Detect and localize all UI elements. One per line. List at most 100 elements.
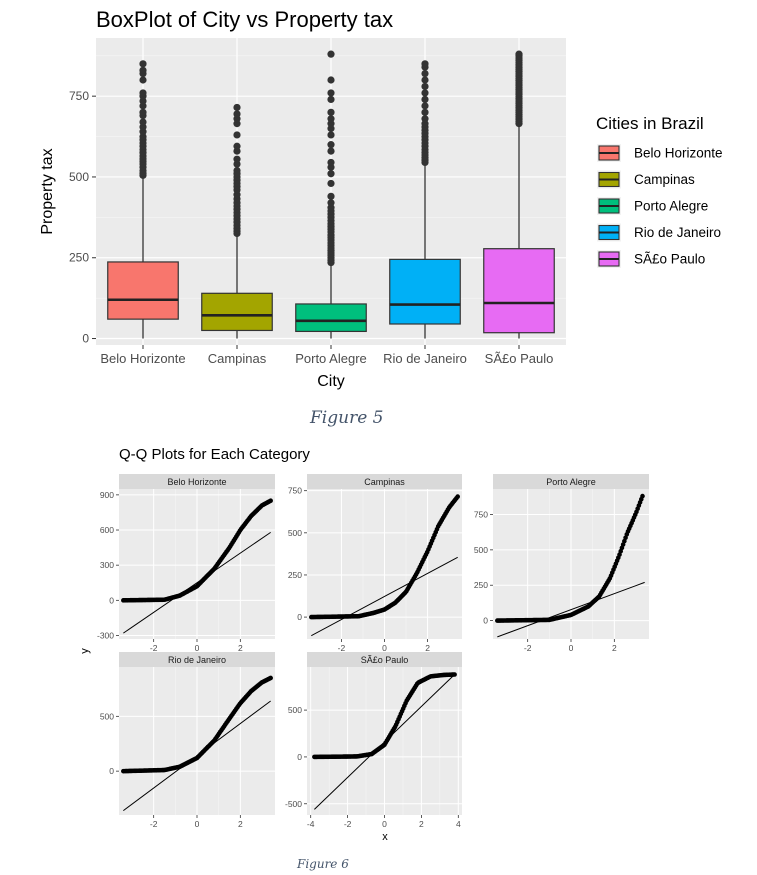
y-tick-label: 250 bbox=[288, 570, 302, 580]
outlier-point bbox=[421, 89, 429, 97]
boxplot-chart: 0 250 500 750 Belo Horizonte Campinas Porto Al… bbox=[39, 38, 723, 390]
qq-plots-chart: Belo Horizonte -2 0 2 -300 0 300 600 900 Campinas… bbox=[79, 474, 649, 843]
y-axis-label: y bbox=[79, 648, 91, 654]
y-tick-label: 0 bbox=[109, 766, 114, 776]
x-tick-label: SÃ£o Paulo bbox=[485, 351, 554, 366]
strip-label: SÃ£o Paulo bbox=[361, 655, 409, 665]
outlier-point bbox=[327, 192, 335, 200]
y-tick-label: -500 bbox=[285, 799, 302, 809]
outlier-point bbox=[327, 115, 335, 123]
figure6-caption: Figure 6 bbox=[297, 857, 349, 871]
x-tick-label: 0 bbox=[382, 643, 387, 653]
y-tick-label: 0 bbox=[297, 752, 302, 762]
box-campinas bbox=[201, 103, 273, 339]
qq-point bbox=[640, 493, 645, 499]
x-tick-label: 0 bbox=[195, 819, 200, 829]
legend-item-belo-horizonte: Belo Horizonte bbox=[597, 144, 723, 162]
y-tick-label: 0 bbox=[297, 612, 302, 622]
qq-panel-s-o-paulo: SÃ£o Paulo -4 -2 0 2 4 -500 0 500 bbox=[285, 652, 462, 829]
x-tick-label: 2 bbox=[238, 643, 243, 653]
x-axis-label: City bbox=[317, 373, 345, 390]
outlier-point bbox=[327, 141, 335, 149]
outlier-point bbox=[233, 166, 241, 175]
outlier-point bbox=[515, 50, 523, 58]
outlier-point bbox=[327, 76, 335, 84]
outlier-point bbox=[421, 102, 429, 110]
strip-label: Campinas bbox=[364, 477, 405, 487]
qq-point bbox=[268, 498, 273, 504]
outlier-point bbox=[139, 108, 147, 116]
y-tick-label: 0 bbox=[109, 595, 114, 605]
x-tick-label: 4 bbox=[456, 819, 461, 829]
figure6-title: Q-Q Plots for Each Category bbox=[119, 446, 310, 463]
x-tick-label: -4 bbox=[307, 819, 315, 829]
strip-bg bbox=[493, 474, 649, 489]
strip-bg bbox=[119, 474, 275, 489]
legend-label: Rio de Janeiro bbox=[634, 225, 721, 240]
outlier-point bbox=[233, 142, 241, 150]
box-body bbox=[389, 258, 461, 325]
qq-point bbox=[268, 675, 273, 681]
box-s-o-paulo bbox=[483, 50, 555, 339]
y-tick-label: 600 bbox=[100, 525, 114, 535]
outlier-point bbox=[233, 110, 241, 118]
y-tick-label: 250 bbox=[69, 251, 89, 265]
legend-label: Belo Horizonte bbox=[634, 146, 723, 161]
outlier-point bbox=[327, 108, 335, 116]
outlier-point bbox=[139, 60, 147, 68]
box-body bbox=[483, 248, 555, 334]
qq-panel-rio-de-janeiro: Rio de Janeiro -2 0 2 0 500 bbox=[100, 652, 275, 829]
legend-item-s-o-paulo: SÃ£o Paulo bbox=[597, 250, 705, 268]
outlier-point bbox=[327, 147, 335, 155]
strip-label: Belo Horizonte bbox=[167, 477, 226, 487]
outlier-point bbox=[421, 108, 429, 116]
outlier-point bbox=[233, 155, 241, 163]
outlier-point bbox=[327, 179, 335, 188]
x-axis-label: x bbox=[382, 831, 388, 843]
y-tick-label: 900 bbox=[100, 490, 114, 500]
x-tick-label: 2 bbox=[238, 819, 243, 829]
qq-point bbox=[455, 494, 460, 499]
outlier-point bbox=[421, 60, 429, 68]
legend-label: Porto Alegre bbox=[634, 199, 708, 214]
outlier-point bbox=[139, 118, 147, 126]
box-belo-horizonte bbox=[107, 60, 179, 339]
outlier-point bbox=[327, 131, 335, 139]
y-tick-label: 500 bbox=[288, 705, 302, 715]
outlier-point bbox=[327, 158, 335, 167]
y-tick-label: 750 bbox=[474, 509, 488, 519]
reference-line bbox=[314, 674, 455, 810]
outlier-point bbox=[421, 82, 429, 91]
x-tick-label: -2 bbox=[338, 643, 346, 653]
box-porto-alegre bbox=[295, 50, 367, 339]
x-tick-label: Campinas bbox=[208, 351, 267, 366]
x-tick-label: 0 bbox=[382, 819, 387, 829]
x-tick-label: Porto Alegre bbox=[295, 351, 367, 366]
y-axis-label: Property tax bbox=[39, 148, 56, 234]
box-body bbox=[107, 261, 179, 320]
legend-label: SÃ£o Paulo bbox=[634, 252, 705, 267]
outlier-point bbox=[421, 76, 429, 84]
legend-item-rio-de-janeiro: Rio de Janeiro bbox=[597, 223, 721, 242]
y-tick-label: 0 bbox=[82, 332, 89, 346]
outlier-point bbox=[421, 115, 429, 123]
reference-line bbox=[123, 700, 271, 812]
x-tick-label: 2 bbox=[419, 819, 424, 829]
strip-label: Porto Alegre bbox=[546, 477, 596, 487]
x-tick-label: Belo Horizonte bbox=[100, 351, 185, 366]
y-tick-label: 500 bbox=[100, 711, 114, 721]
reference-line bbox=[497, 581, 645, 638]
outlier-point bbox=[327, 199, 335, 207]
box-body bbox=[201, 292, 273, 332]
y-tick-label: 250 bbox=[474, 580, 488, 590]
reference-line bbox=[123, 531, 271, 634]
legend-title: Cities in Brazil bbox=[596, 114, 704, 133]
x-tick-label: 2 bbox=[612, 643, 617, 653]
outlier-point bbox=[327, 50, 335, 58]
x-tick-label: -2 bbox=[344, 819, 352, 829]
box-rio-de-janeiro bbox=[389, 60, 461, 339]
legend-item-porto-alegre: Porto Alegre bbox=[597, 197, 708, 215]
x-tick-label: -2 bbox=[524, 643, 532, 653]
qq-panel-belo-horizonte: Belo Horizonte -2 0 2 -300 0 300 600 900 bbox=[97, 474, 275, 653]
reference-line bbox=[311, 556, 458, 637]
